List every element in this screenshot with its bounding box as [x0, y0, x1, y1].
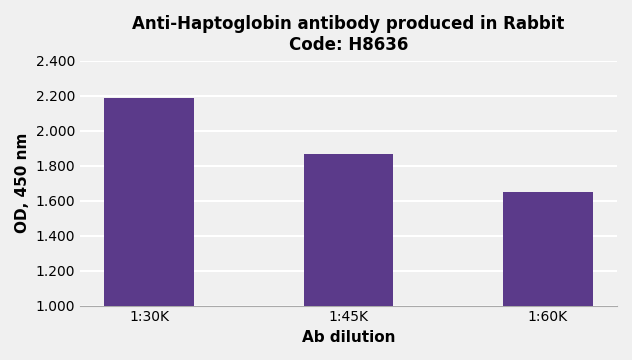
- X-axis label: Ab dilution: Ab dilution: [301, 330, 395, 345]
- Bar: [503, 192, 593, 306]
- Y-axis label: OD, 450 nm: OD, 450 nm: [15, 133, 30, 233]
- Bar: [104, 99, 194, 306]
- Bar: [304, 154, 393, 306]
- Title: Anti-Haptoglobin antibody produced in Rabbit
Code: H8636: Anti-Haptoglobin antibody produced in Ra…: [132, 15, 565, 54]
